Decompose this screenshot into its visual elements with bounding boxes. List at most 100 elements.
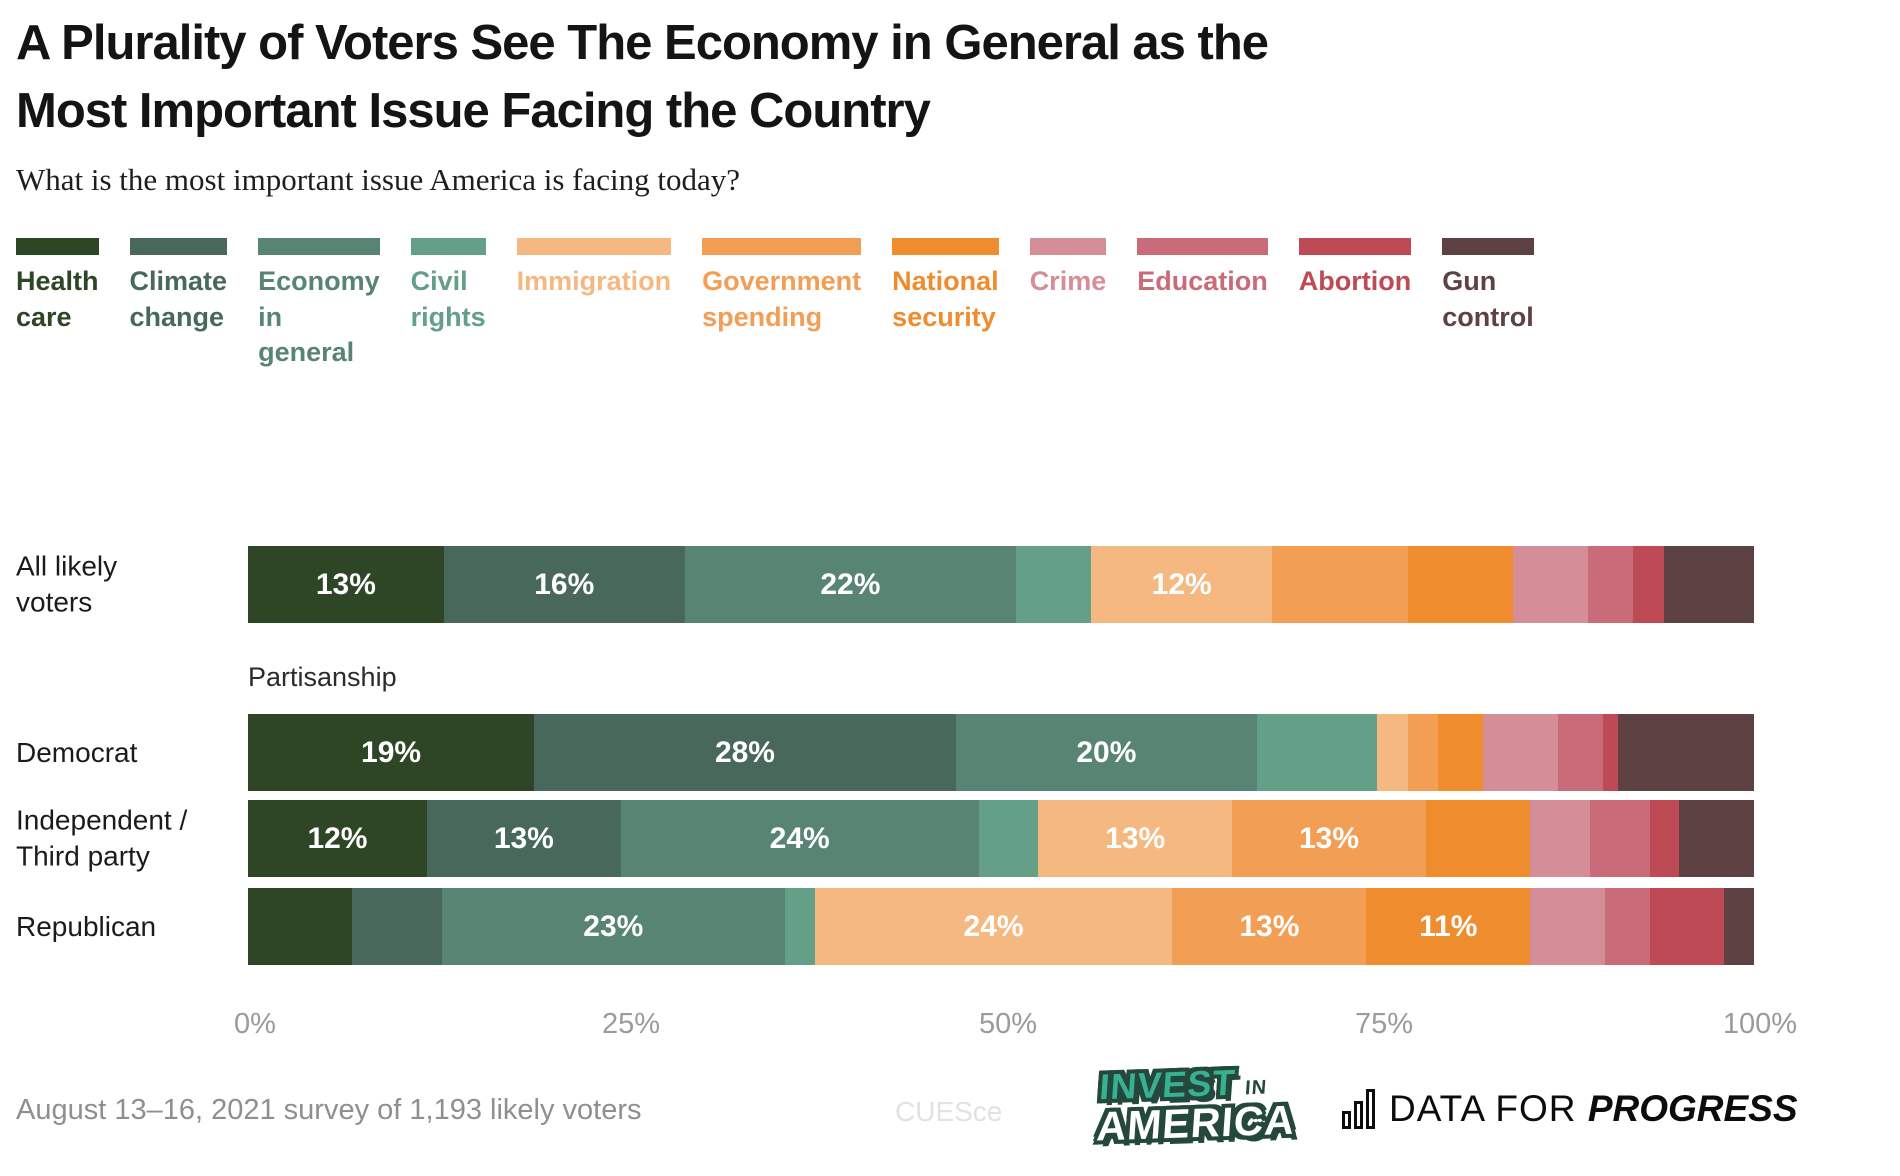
title-line-1: A Plurality of Voters See The Economy in… — [16, 16, 1269, 70]
bar-segment-education — [1588, 546, 1634, 623]
row-label-all-likely-voters: All likely voters — [16, 548, 117, 621]
bar-value-label: 23% — [583, 909, 644, 943]
axis-tick-25pct: 25% — [601, 1008, 661, 1040]
invest-in-america-logo: INVEST IN AMERICA — [1095, 1062, 1299, 1150]
bar-segment-health-care: 13% — [248, 546, 444, 623]
legend-label: Abortion — [1298, 266, 1412, 296]
bar-value-label: 19% — [361, 735, 422, 769]
bar-segment-civil-rights — [978, 800, 1039, 877]
legend-swatch-gun-control — [1442, 238, 1534, 255]
bar-segment-health-care — [248, 888, 353, 965]
bar-row-democrat: Democrat 19% 28% 20% — [0, 714, 1900, 791]
bar-segment-gun-control — [1618, 714, 1754, 791]
bar-segment-economy-in-general: 23% — [441, 888, 785, 965]
bar-segment-crime — [1530, 800, 1590, 877]
bar-row-all-likely-voters: All likely voters 13% 16% 22% 12% — [0, 546, 1900, 623]
bar-segment-national-security: 11% — [1366, 888, 1531, 965]
legend-item-gun-control: Gun control — [1442, 238, 1534, 335]
legend-item-immigration: Immigration — [516, 238, 672, 300]
legend-label: Climate change — [129, 266, 228, 332]
bar-segment-immigration — [1377, 714, 1408, 791]
page-title: A Plurality of Voters See The Economy in… — [16, 10, 1269, 145]
bar-value-label: 24% — [769, 821, 830, 855]
row-label-republican: Republican — [16, 908, 156, 944]
bar-segment-abortion — [1633, 546, 1664, 623]
axis-tick-75pct: 75% — [1354, 1008, 1414, 1040]
bar-segment-government-spending: 13% — [1232, 800, 1426, 877]
bar-segment-national-security — [1407, 546, 1513, 623]
legend-label: Immigration — [516, 266, 672, 296]
bar-value-label: 13% — [1239, 909, 1300, 943]
legend-label: Government spending — [702, 266, 862, 332]
bar-segment-crime — [1512, 546, 1589, 623]
axis-tick-50pct: 50% — [978, 1008, 1038, 1040]
legend-item-health-care: Health care — [16, 238, 99, 335]
bar-segment-abortion — [1603, 714, 1619, 791]
bar-segment-health-care: 12% — [248, 800, 427, 877]
row-label-line: All likely — [16, 550, 118, 582]
legend-swatch-climate-change — [129, 238, 228, 255]
legend-swatch-health-care — [16, 238, 99, 255]
bar-segment-civil-rights — [1256, 714, 1378, 791]
bar-value-label: 24% — [963, 909, 1024, 943]
bar-value-label: 28% — [714, 735, 775, 769]
bar-value-label: 12% — [307, 821, 368, 855]
bar-segment-abortion — [1649, 800, 1680, 877]
survey-source-note: August 13–16, 2021 survey of 1,193 likel… — [16, 1094, 642, 1126]
bar-value-label: 20% — [1076, 735, 1137, 769]
title-line-2: Most Important Issue Facing the Country — [16, 83, 931, 138]
bar-segment-crime — [1530, 888, 1605, 965]
legend-item-national-security: National security — [892, 238, 999, 335]
bar-segment-education — [1558, 714, 1604, 791]
row-label-line: Republican — [16, 910, 157, 942]
bar-value-label: 16% — [534, 567, 595, 601]
bar-segment-climate-change: 16% — [443, 546, 685, 623]
axis-tick-100pct: 100% — [1722, 1008, 1798, 1040]
dfp-suffix: PROGRESS — [1587, 1088, 1798, 1129]
bar-democrat: 19% 28% 20% — [248, 714, 1754, 791]
bar-value-label: 11% — [1419, 909, 1478, 943]
bar-segment-government-spending: 13% — [1172, 888, 1367, 965]
bar-segment-immigration: 13% — [1038, 800, 1233, 877]
bar-chart-icon — [1342, 1089, 1375, 1129]
bar-segment-crime — [1482, 714, 1559, 791]
legend-label: Crime — [1029, 266, 1107, 296]
bar-segment-economy-in-general: 20% — [955, 714, 1257, 791]
row-label-democrat: Democrat — [16, 734, 137, 770]
legend-swatch-education — [1137, 238, 1268, 255]
bar-segment-education — [1604, 888, 1650, 965]
bar-segment-gun-control — [1663, 546, 1754, 623]
bar-value-label: 22% — [820, 567, 881, 601]
legend-swatch-abortion — [1298, 238, 1412, 255]
watermark-text: CUESce — [895, 1096, 1003, 1127]
legend-swatch-government-spending — [702, 238, 862, 255]
legend-item-abortion: Abortion — [1298, 238, 1412, 300]
bar-row-republican: Republican 23% 24% 13% 11% — [0, 888, 1900, 965]
row-label-line: Democrat — [16, 736, 138, 768]
bar-segment-economy-in-general: 24% — [620, 800, 979, 877]
bar-value-label: 13% — [1105, 821, 1166, 855]
legend-label: Economy in general — [258, 266, 380, 368]
data-for-progress-logo: DATA FOR PROGRESS — [1342, 1088, 1798, 1130]
legend-label: Gun control — [1442, 266, 1534, 332]
bar-value-label: 13% — [1298, 821, 1360, 855]
legend-item-climate-change: Climate change — [129, 238, 228, 335]
legend-swatch-economy-in-general — [258, 238, 380, 255]
row-label-line: Independent / — [16, 804, 188, 836]
bar-value-label: 13% — [493, 821, 554, 855]
legend-swatch-crime — [1029, 238, 1107, 255]
bar-segment-climate-change: 28% — [534, 714, 956, 791]
bar-value-label: 12% — [1151, 567, 1212, 601]
legend-label: Health care — [16, 266, 99, 332]
bar-segment-gun-control — [1679, 800, 1754, 877]
bar-segment-civil-rights — [784, 888, 815, 965]
legend-label: Education — [1137, 266, 1268, 296]
bar-value-label: 13% — [315, 567, 376, 601]
bar-segment-immigration: 12% — [1091, 546, 1273, 623]
legend-swatch-national-security — [892, 238, 999, 255]
america-word: AMERICA — [1095, 1096, 1297, 1150]
legend: Health care Climate change Economy in gene… — [16, 238, 1534, 371]
legend-item-civil-rights: Civil rights — [410, 238, 486, 335]
bar-independent-third-party: 12% 13% 24% 13% 13% — [248, 800, 1754, 877]
row-label-independent-third-party: Independent / Third party — [16, 802, 187, 875]
